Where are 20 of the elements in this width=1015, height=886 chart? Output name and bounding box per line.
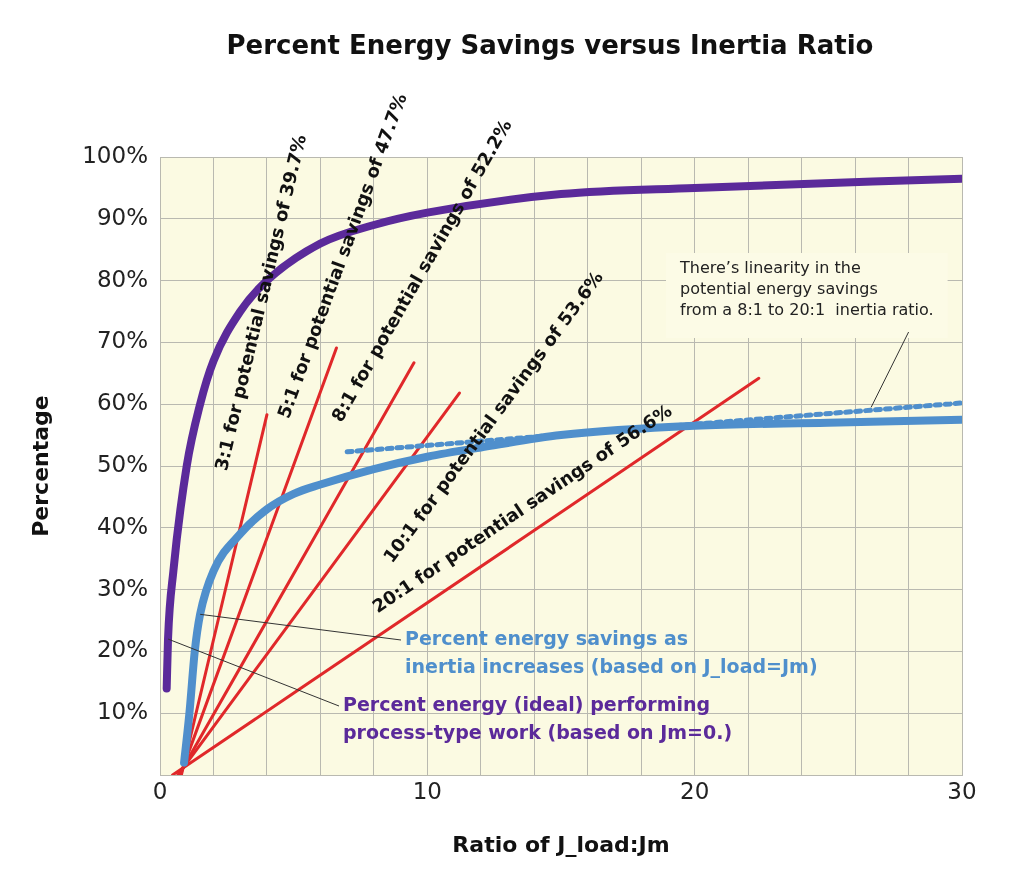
y-tick-label: 70%	[96, 327, 148, 354]
text: Percent energy (ideal) performing process-type work (based on Jm=0.)	[343, 692, 733, 743]
y-tick-label: 30%	[96, 574, 148, 601]
y-tick-label: 100%	[82, 141, 148, 168]
y-tick-label: 80%	[96, 265, 148, 292]
text: Percent energy savings as inertia increases (based on J_load=Jm)	[405, 626, 818, 678]
x-tick-label: 0	[152, 777, 168, 804]
x-tick-label: 20	[680, 777, 710, 804]
y-axis-title: Percentage	[27, 395, 53, 537]
x-tick-label: 30	[947, 777, 977, 804]
y-tick-label: 60%	[96, 389, 148, 416]
x-axis-title: Ratio of J_load:Jm	[452, 831, 670, 857]
x-tick-label: 10	[412, 777, 442, 804]
chart-title: Percent Energy Savings versus Inertia Ratio	[226, 29, 874, 60]
y-tick-label: 10%	[96, 698, 148, 725]
y-tick-label: 50%	[96, 450, 148, 477]
y-tick-label: 90%	[96, 203, 148, 230]
y-tick-label: 20%	[96, 636, 148, 663]
annotation: There’s linearity in the potential energy savings from a 8:1 to 20:1 inertia ratio.	[679, 258, 934, 320]
y-tick-label: 40%	[96, 512, 148, 539]
